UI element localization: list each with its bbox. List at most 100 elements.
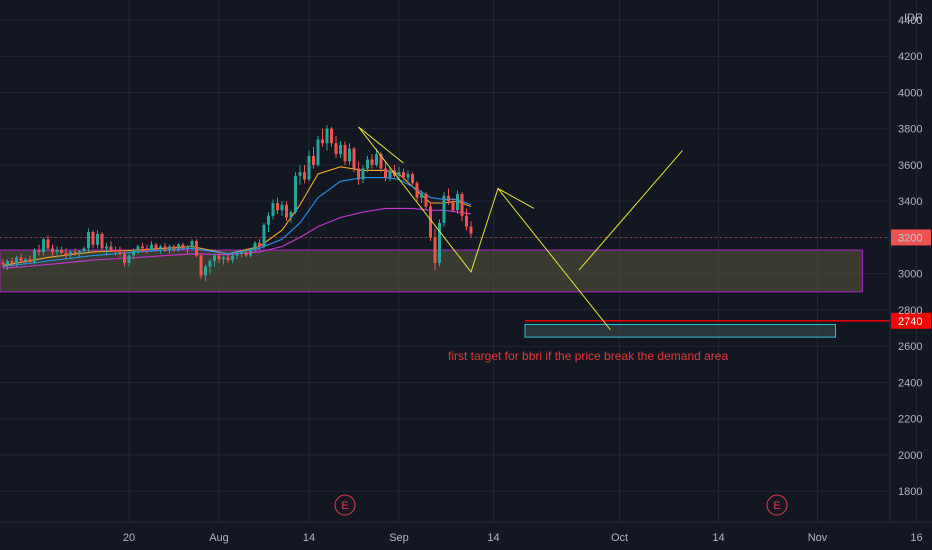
current-price-label: 3200 bbox=[898, 232, 922, 244]
candle bbox=[204, 264, 207, 281]
candle-body bbox=[456, 193, 459, 211]
candle-body bbox=[244, 251, 248, 256]
price-tick-label: 1800 bbox=[898, 486, 922, 498]
candle-body bbox=[325, 128, 329, 144]
candle-body bbox=[370, 159, 374, 165]
trend-drawings bbox=[358, 126, 683, 331]
candle bbox=[42, 237, 45, 256]
candle-body bbox=[28, 259, 32, 262]
candle-body bbox=[384, 168, 387, 178]
candle-body bbox=[312, 155, 315, 165]
candle bbox=[262, 222, 266, 249]
candle-body bbox=[415, 183, 419, 198]
candle bbox=[460, 192, 464, 222]
time-tick-label: 16 bbox=[910, 532, 922, 544]
candle bbox=[289, 210, 293, 223]
candle bbox=[222, 255, 225, 265]
time-tick-label: 14 bbox=[712, 532, 724, 544]
time-tick-label: 14 bbox=[303, 532, 315, 544]
candle-body bbox=[339, 145, 342, 155]
candle bbox=[420, 190, 423, 203]
target-price-badge-bg bbox=[891, 312, 931, 329]
candle-body bbox=[271, 203, 275, 216]
candle bbox=[190, 239, 194, 251]
candle bbox=[244, 248, 248, 258]
time-axis[interactable]: 20 Aug 14 Sep 14 Oct 14 Nov 16 bbox=[0, 521, 932, 544]
candle bbox=[6, 259, 9, 271]
candle-body bbox=[190, 241, 194, 247]
candle bbox=[91, 230, 95, 249]
price-tick-label: 3400 bbox=[898, 196, 922, 208]
candle bbox=[96, 230, 99, 249]
candle bbox=[105, 242, 108, 256]
candle-body bbox=[105, 246, 108, 249]
candle bbox=[226, 253, 230, 263]
candle bbox=[127, 253, 131, 267]
candle-body bbox=[438, 222, 441, 263]
candle-body bbox=[10, 261, 14, 264]
candle bbox=[442, 192, 446, 227]
time-tick-label: Sep bbox=[389, 532, 409, 544]
candle-body bbox=[42, 239, 45, 252]
candle-body bbox=[19, 257, 23, 261]
candle-body bbox=[163, 246, 167, 251]
target-price-badge: 2740 bbox=[891, 312, 931, 329]
candle bbox=[37, 244, 41, 256]
candle bbox=[51, 244, 54, 256]
candle-body bbox=[82, 248, 86, 252]
candle bbox=[87, 228, 90, 252]
candle-body bbox=[46, 239, 50, 249]
candle-body bbox=[429, 206, 432, 238]
candle-body bbox=[64, 252, 68, 256]
candle-body bbox=[69, 251, 72, 256]
candle bbox=[375, 148, 378, 167]
candle-body bbox=[6, 261, 9, 265]
candle-body bbox=[280, 204, 284, 211]
candle-body bbox=[213, 255, 216, 261]
candle-body bbox=[235, 253, 239, 256]
candle-body bbox=[199, 255, 203, 276]
candle bbox=[172, 244, 176, 252]
candle-body bbox=[348, 148, 351, 162]
candle bbox=[136, 244, 140, 254]
trend-line bbox=[578, 150, 683, 271]
candle-body bbox=[276, 203, 279, 211]
candle-body bbox=[424, 193, 428, 207]
candle-body bbox=[379, 154, 383, 169]
candle-body bbox=[307, 155, 311, 180]
price-tick-label: 4000 bbox=[898, 87, 922, 99]
price-axis[interactable]: IDR 3200 2740 1800 2000 2200 2400 2600 2800 30… bbox=[889, 0, 931, 522]
candle-body bbox=[420, 193, 423, 198]
candle bbox=[447, 188, 450, 205]
candle-body bbox=[357, 168, 360, 180]
candle-body bbox=[294, 175, 297, 213]
candle-body bbox=[402, 172, 405, 178]
candle-body bbox=[24, 259, 27, 261]
candle bbox=[145, 244, 149, 254]
candle-body bbox=[181, 244, 185, 249]
candle bbox=[217, 251, 221, 263]
candle bbox=[465, 208, 468, 231]
candle bbox=[177, 242, 180, 252]
candle bbox=[325, 125, 329, 151]
candle bbox=[60, 246, 63, 254]
candle-body bbox=[123, 253, 126, 263]
candle bbox=[195, 239, 198, 258]
candle-body bbox=[87, 232, 90, 249]
candle-body bbox=[406, 174, 410, 178]
candle-body bbox=[127, 255, 131, 263]
candle bbox=[33, 248, 36, 265]
candle bbox=[249, 248, 252, 258]
candle-body bbox=[249, 250, 252, 256]
candle-body bbox=[334, 143, 338, 155]
candle-body bbox=[145, 248, 149, 251]
candle-body bbox=[411, 174, 414, 184]
candle-body bbox=[316, 139, 320, 165]
candle bbox=[64, 248, 68, 260]
candle bbox=[132, 248, 135, 260]
candle bbox=[253, 241, 257, 252]
candle bbox=[55, 246, 59, 258]
candle-body bbox=[375, 154, 378, 165]
target-price-label: 2740 bbox=[898, 316, 922, 328]
